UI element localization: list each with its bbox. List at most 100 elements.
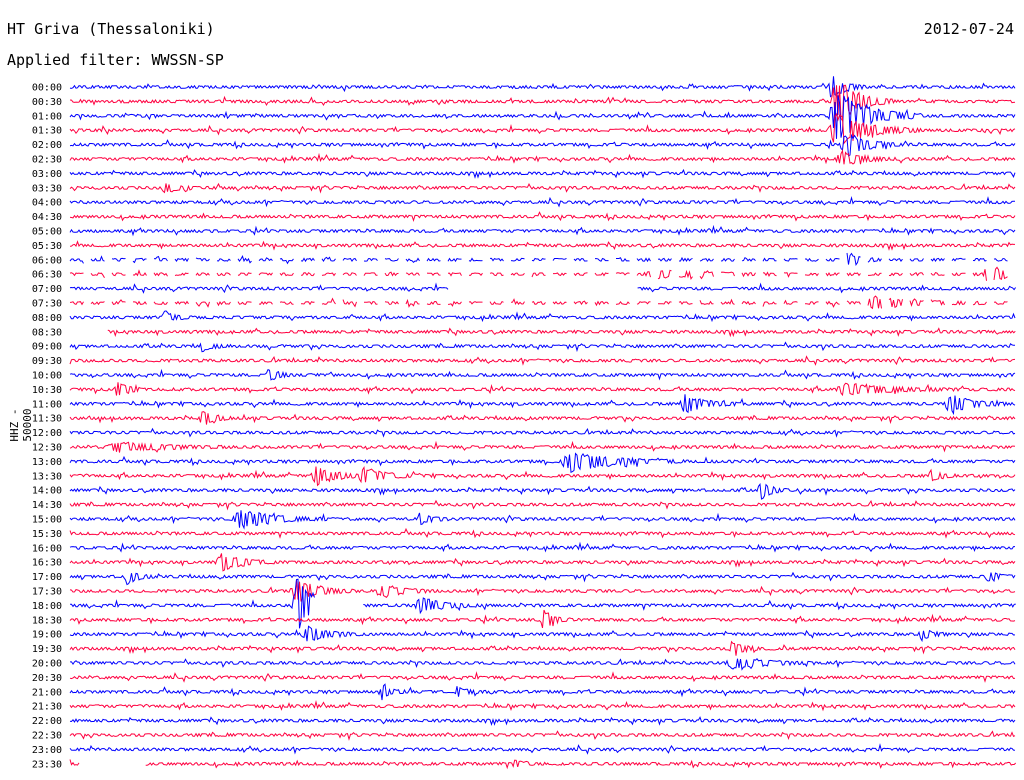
trace-0900: [69, 341, 1015, 353]
row-label-0430: 04:30: [32, 212, 62, 223]
row-label-1430: 14:30: [32, 500, 62, 511]
trace-0330: [69, 182, 1016, 194]
trace-1000: [69, 368, 1016, 381]
row-label-0030: 00:30: [32, 97, 62, 108]
row-label-0700: 07:00: [32, 284, 62, 295]
trace-1600: [69, 541, 1015, 553]
trace-1430: [69, 499, 1016, 511]
row-label-0600: 06:00: [32, 255, 62, 266]
row-label-1200: 12:00: [32, 428, 62, 439]
row-label-0930: 09:30: [32, 356, 62, 367]
trace-1800-seg1: [363, 597, 1016, 615]
row-label-1830: 18:30: [32, 615, 62, 626]
row-label-1930: 19:30: [32, 644, 62, 655]
trace-1730: [69, 579, 1016, 602]
trace-0400: [69, 195, 1016, 208]
row-label-2130: 21:30: [32, 702, 62, 713]
date-label: 2012-07-24: [923, 20, 1014, 38]
trace-1630: [69, 553, 1016, 572]
row-label-2230: 22:30: [32, 731, 62, 742]
row-label-1600: 16:00: [32, 543, 62, 554]
trace-2000: [70, 658, 1016, 671]
row-label-0900: 09:00: [32, 342, 62, 353]
trace-0430: [69, 211, 1016, 223]
row-label-0200: 02:00: [32, 140, 62, 151]
trace-1030: [69, 382, 1016, 397]
trace-0200: [69, 133, 1016, 157]
row-label-0730: 07:30: [32, 299, 62, 310]
row-label-0000: 00:00: [32, 83, 62, 94]
trace-0600: [70, 253, 1015, 265]
row-label-0330: 03:30: [32, 183, 62, 194]
row-label-0100: 01:00: [32, 111, 62, 122]
trace-1800-seg0: [70, 578, 315, 629]
trace-1130: [69, 411, 1016, 425]
trace-1830: [69, 609, 1016, 629]
row-label-1130: 11:30: [32, 414, 62, 425]
trace-1700: [69, 571, 1016, 586]
trace-0700-seg1: [637, 282, 1017, 294]
trace-0500: [69, 224, 1016, 237]
row-label-2200: 22:00: [32, 716, 62, 727]
trace-0000: [69, 76, 1016, 98]
trace-0630: [70, 267, 1015, 280]
trace-2300: [69, 743, 1016, 755]
trace-0830: [107, 327, 1016, 338]
row-label-2300: 23:00: [32, 745, 62, 756]
row-label-0130: 01:30: [32, 126, 62, 137]
trace-1230: [69, 440, 1016, 453]
row-label-0400: 04:00: [32, 198, 62, 209]
row-label-1300: 13:00: [32, 457, 62, 468]
trace-0300: [69, 168, 1016, 179]
trace-0730: [70, 296, 1015, 308]
trace-1400: [69, 483, 1016, 500]
row-label-1900: 19:00: [32, 630, 62, 641]
trace-0800: [69, 310, 1016, 323]
trace-1100: [69, 394, 1016, 416]
row-label-2030: 20:30: [32, 673, 62, 684]
trace-2200: [69, 716, 1016, 727]
row-label-1700: 17:00: [32, 572, 62, 583]
row-label-0500: 05:00: [32, 227, 62, 238]
trace-2330-seg0: [69, 759, 80, 766]
row-label-1330: 13:30: [32, 471, 62, 482]
row-label-0230: 02:30: [32, 155, 62, 166]
row-label-1400: 14:00: [32, 486, 62, 497]
row-label-0530: 05:30: [32, 241, 62, 252]
trace-1330: [69, 465, 1016, 487]
row-label-0300: 03:00: [32, 169, 62, 180]
trace-1300: [69, 452, 1016, 474]
station-title: HT Griva (Thessaloniki): [7, 20, 215, 38]
trace-0530: [69, 240, 1015, 251]
row-label-0800: 08:00: [32, 313, 62, 324]
trace-2130: [69, 700, 1016, 712]
row-label-2100: 21:00: [32, 687, 62, 698]
row-label-2000: 20:00: [32, 659, 62, 670]
trace-1930: [69, 640, 1016, 656]
trace-2030: [69, 671, 1016, 683]
trace-0930: [69, 355, 1016, 366]
trace-0700-seg0: [69, 282, 449, 294]
trace-2100: [69, 683, 1016, 701]
row-label-0830: 08:30: [32, 327, 62, 338]
row-label-1100: 11:00: [32, 399, 62, 410]
row-label-1030: 10:30: [32, 385, 62, 396]
trace-0230: [69, 149, 1016, 165]
row-label-2330: 23:30: [32, 759, 62, 770]
trace-1500: [69, 510, 1016, 530]
row-label-1530: 15:30: [32, 529, 62, 540]
row-label-1730: 17:30: [32, 587, 62, 598]
trace-0130: [69, 112, 1016, 145]
trace-2230: [69, 730, 1016, 741]
trace-0100: [69, 95, 1016, 139]
trace-1200: [69, 427, 1016, 438]
row-label-1500: 15:00: [32, 515, 62, 526]
row-label-0630: 06:30: [32, 270, 62, 281]
trace-1900: [69, 625, 1016, 643]
row-label-1630: 16:30: [32, 558, 62, 569]
trace-1530: [69, 527, 1016, 539]
row-label-1800: 18:00: [32, 601, 62, 612]
filter-label: Applied filter: WWSSN-SP: [7, 51, 224, 69]
trace-0030: [69, 84, 1016, 123]
